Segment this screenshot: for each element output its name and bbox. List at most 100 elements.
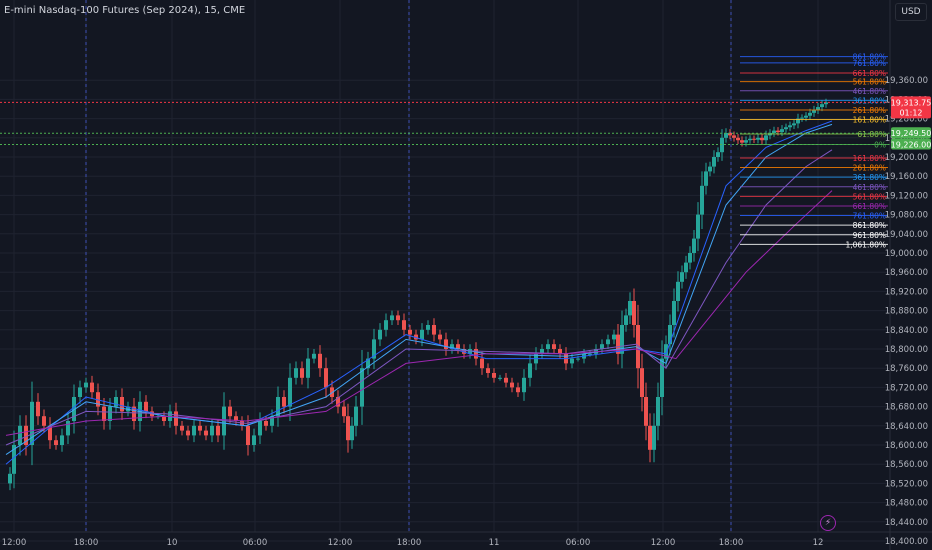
fib-level-label: 861.80% — [853, 221, 886, 230]
candle-body — [648, 425, 652, 450]
candle-body — [752, 138, 756, 140]
candle-body — [66, 421, 70, 436]
candle-body — [708, 166, 712, 172]
candle-body — [438, 334, 442, 340]
candle-body — [144, 401, 148, 412]
candle-body — [390, 315, 394, 321]
lightning-icon[interactable]: ⚡ — [820, 515, 836, 531]
candle-body — [780, 129, 784, 133]
price-tick-label: 18,800.00 — [885, 345, 928, 355]
price-tick-label: 19,280.00 — [885, 115, 928, 125]
candle-body — [354, 406, 358, 426]
price-tick-label: 18,440.00 — [885, 518, 928, 528]
candle-body — [812, 109, 816, 113]
price-tick-label: 18,840.00 — [885, 326, 928, 336]
price-axis-panel — [890, 0, 932, 550]
candle-body — [800, 117, 804, 119]
time-tick-label: 12:00 — [651, 538, 676, 548]
candle-body — [600, 344, 604, 349]
candle-body — [258, 421, 262, 436]
fib-level-label: 661.80% — [853, 202, 886, 211]
candle-body — [402, 320, 406, 330]
candle-body — [90, 382, 94, 393]
candle-body — [162, 416, 166, 421]
candle-body — [42, 416, 46, 426]
candle-body — [684, 262, 688, 273]
price-tag-label: 19,249.50 — [891, 129, 932, 138]
candle-body — [384, 320, 388, 330]
candle-body — [668, 325, 672, 345]
candle-body — [522, 377, 526, 393]
candle-body — [486, 368, 490, 373]
candle-body — [72, 397, 76, 421]
candle-body — [628, 301, 632, 316]
candle-body — [760, 137, 764, 141]
candle-body — [672, 301, 676, 325]
candle-body — [616, 334, 620, 354]
candle-body — [792, 123, 796, 126]
candle-body — [204, 430, 208, 436]
candle-body — [198, 425, 202, 431]
candle-body — [656, 397, 660, 426]
fib-level-label: 561.80% — [853, 78, 886, 87]
candle-body — [84, 382, 88, 388]
price-tick-label: 19,000.00 — [885, 249, 928, 259]
candle-body — [636, 325, 640, 369]
candle-body — [716, 152, 720, 157]
fib-level-label: 161.80% — [853, 154, 886, 163]
candle-body — [652, 425, 656, 450]
candle-body — [346, 416, 350, 441]
price-tick-label: 18,640.00 — [885, 422, 928, 432]
candle-body — [234, 416, 238, 421]
fib-level-label: 461.80% — [853, 183, 886, 192]
currency-label[interactable]: USD — [895, 3, 927, 21]
price-tick-label: 18,560.00 — [885, 460, 928, 470]
time-tick-label: 18:00 — [74, 538, 99, 548]
candle-body — [480, 358, 484, 369]
candle-body — [54, 440, 58, 445]
fib-level-label: 1,061.80% — [845, 240, 886, 249]
time-tick-label: 18:00 — [397, 538, 422, 548]
candle-body — [114, 397, 118, 407]
candle-body — [728, 133, 732, 136]
candle-body — [688, 253, 692, 263]
candle-body — [408, 329, 412, 335]
candle-body — [432, 325, 436, 335]
candle-body — [510, 382, 514, 388]
candle-body — [350, 425, 354, 441]
candle-body — [324, 368, 328, 388]
candle-body — [456, 344, 460, 349]
price-tick-label: 19,360.00 — [885, 76, 928, 86]
candle-body — [516, 387, 520, 393]
candle-body — [784, 127, 788, 130]
candle-body — [306, 358, 310, 378]
candle-body — [498, 377, 502, 379]
fib-level-label: 861.80% — [853, 53, 886, 62]
fib-level-label: 361.80% — [853, 96, 886, 105]
candle-body — [192, 425, 196, 436]
candle-body — [78, 387, 82, 397]
fib-level-label: 361.80% — [853, 173, 886, 182]
time-tick-label: 12:00 — [328, 538, 353, 548]
candle-body — [816, 107, 820, 110]
candle-body — [264, 421, 268, 426]
price-tick-label: 18,680.00 — [885, 403, 928, 413]
candle-body — [378, 329, 382, 340]
candle-body — [764, 135, 768, 141]
candle-body — [772, 130, 776, 133]
candle-body — [540, 349, 544, 354]
candle-body — [336, 397, 340, 407]
fib-level-label: 761.80% — [853, 212, 886, 221]
candle-body — [612, 334, 616, 340]
candle-body — [692, 238, 696, 253]
price-tick-label: 19,200.00 — [885, 153, 928, 163]
candle-body — [700, 185, 704, 215]
candle-body — [246, 425, 250, 445]
candle-body — [606, 339, 610, 345]
fib-level-label: 161.80% — [853, 116, 886, 125]
time-tick-label: 18:00 — [719, 538, 744, 548]
candle-body — [492, 373, 496, 378]
candle-body — [216, 425, 220, 436]
candle-body — [174, 411, 178, 426]
